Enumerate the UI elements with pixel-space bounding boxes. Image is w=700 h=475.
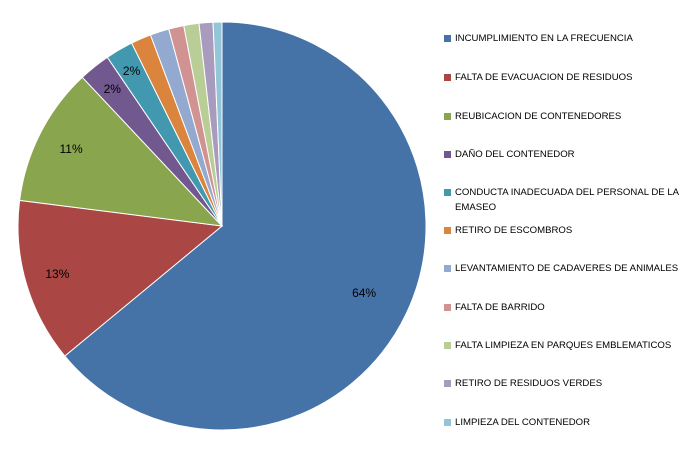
legend-swatch bbox=[444, 380, 451, 387]
legend-item-11: LIMPIEZA DEL CONTENEDOR bbox=[444, 415, 689, 430]
legend-swatch bbox=[444, 265, 451, 272]
legend-swatch bbox=[444, 189, 451, 196]
data-label-1: 64% bbox=[352, 286, 376, 300]
legend-label: CONDUCTA INADECUADA DEL PERSONAL DE LA E… bbox=[455, 187, 679, 213]
legend-swatch bbox=[444, 227, 451, 234]
data-label-5: 2% bbox=[123, 64, 141, 78]
legend-swatch bbox=[444, 419, 451, 426]
pie-slice-1 bbox=[64, 21, 427, 431]
legend-label: REUBICACION DE CONTENEDORES bbox=[455, 111, 622, 122]
legend-item-5: CONDUCTA INADECUADA DEL PERSONAL DE LA E… bbox=[444, 185, 689, 215]
legend-label: FALTA DE BARRIDO bbox=[455, 302, 545, 313]
legend-swatch bbox=[444, 304, 451, 311]
legend-label: LIMPIEZA DEL CONTENEDOR bbox=[455, 417, 591, 428]
pie-slice-11 bbox=[212, 21, 223, 227]
legend-label: RETIRO DE ESCOMBROS bbox=[455, 225, 573, 236]
legend-swatch bbox=[444, 35, 451, 42]
legend-swatch bbox=[444, 151, 451, 158]
legend-item-7: LEVANTAMIENTO DE CADAVERES DE ANIMALES bbox=[444, 261, 689, 276]
data-label-4: 2% bbox=[104, 82, 122, 96]
legend-label: INCUMPLIMIENTO EN LA FRECUENCIA bbox=[455, 33, 633, 44]
data-label-2: 13% bbox=[45, 267, 69, 281]
pie-slice-2 bbox=[17, 199, 224, 357]
legend-swatch bbox=[444, 74, 451, 81]
pie-slice-3 bbox=[19, 76, 224, 227]
legend-swatch bbox=[444, 113, 451, 120]
legend-label: FALTA LIMPIEZA EN PARQUES EMBLEMATICOS bbox=[455, 340, 672, 351]
legend-label: DAÑO DEL CONTENEDOR bbox=[455, 149, 575, 160]
legend-label: LEVANTAMIENTO DE CADAVERES DE ANIMALES bbox=[455, 263, 679, 274]
legend-label: FALTA DE EVACUACION DE RESIDUOS bbox=[455, 72, 633, 83]
legend-label: RETIRO DE RESIDUOS VERDES bbox=[455, 378, 603, 389]
legend-item-3: REUBICACION DE CONTENEDORES bbox=[444, 109, 689, 124]
legend-item-1: INCUMPLIMIENTO EN LA FRECUENCIA bbox=[444, 31, 689, 46]
legend-item-4: DAÑO DEL CONTENEDOR bbox=[444, 147, 689, 162]
legend-item-10: RETIRO DE RESIDUOS VERDES bbox=[444, 376, 689, 391]
legend-item-6: RETIRO DE ESCOMBROS bbox=[444, 223, 689, 238]
legend-item-8: FALTA DE BARRIDO bbox=[444, 300, 689, 315]
legend-swatch bbox=[444, 342, 451, 349]
data-label-3: 11% bbox=[60, 142, 83, 156]
legend-item-9: FALTA LIMPIEZA EN PARQUES EMBLEMATICOS bbox=[444, 338, 689, 353]
legend-item-2: FALTA DE EVACUACION DE RESIDUOS bbox=[444, 70, 689, 85]
